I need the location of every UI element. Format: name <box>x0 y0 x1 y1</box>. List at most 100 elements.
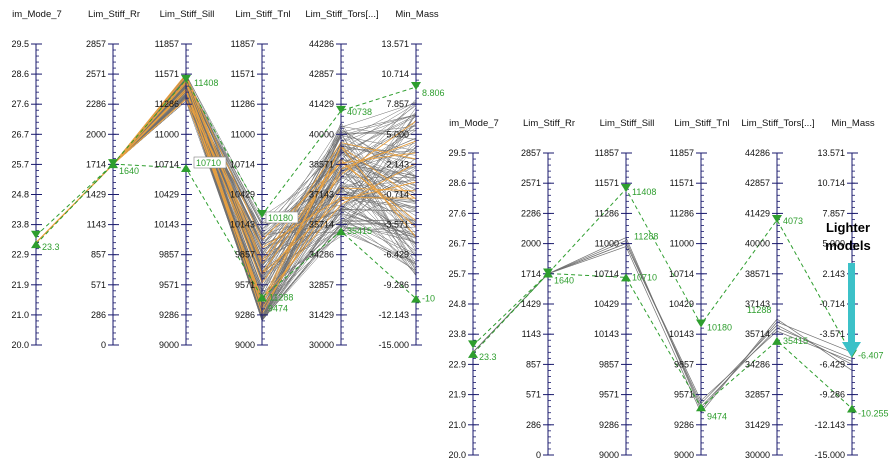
tick-label: 42857 <box>309 69 334 79</box>
value-label-box <box>193 156 227 169</box>
annotation-arrow-shaft <box>848 263 855 343</box>
tick-label: 34286 <box>309 250 334 260</box>
tick-label: 32857 <box>745 390 770 400</box>
tick-label: 11857 <box>595 148 619 158</box>
tick-label: 11000 <box>670 239 694 249</box>
tick-label: 571 <box>91 280 106 290</box>
filter-boundary-line <box>472 188 853 355</box>
tick-label: 9857 <box>674 359 694 369</box>
axis-header: Lim_Stiff_Tnl <box>674 118 729 129</box>
tick-label: 40000 <box>309 129 334 139</box>
tick-label: 25.7 <box>11 159 29 169</box>
chart-left: im_Mode_7 29.5 28.6 27.6 26.7 25.7 24.8 23.8 22.… <box>11 9 444 350</box>
tick-label: 2571 <box>86 69 106 79</box>
filter-min-marker <box>257 293 267 302</box>
value-label: 4073 <box>783 216 803 226</box>
tick-label: 2571 <box>521 178 541 188</box>
tick-label: 10714 <box>154 159 179 169</box>
axis-header: Lim_Stiff_Rr <box>523 118 575 129</box>
tick-label: 9286 <box>674 420 694 430</box>
value-label: 10710 <box>196 158 221 168</box>
tick-label: 7.857 <box>822 208 845 218</box>
tick-label: 38571 <box>309 159 334 169</box>
tick-label: 37143 <box>309 190 334 200</box>
axis-header: Min_Mass <box>395 9 439 20</box>
tick-label: 11857 <box>155 39 179 49</box>
filter-max-marker <box>181 74 191 83</box>
tick-label: 41429 <box>309 99 334 109</box>
tick-label: 5.000 <box>822 239 845 249</box>
tick-label: 857 <box>91 250 106 260</box>
tick-label: 26.7 <box>11 129 29 139</box>
tick-label: -3.571 <box>819 329 845 339</box>
tick-label: 2286 <box>86 99 106 109</box>
tick-label: 11286 <box>155 99 179 109</box>
axis-header: Lim_Stiff_Sill <box>160 9 215 20</box>
tick-label: 11857 <box>670 148 694 158</box>
tick-label: 1143 <box>87 220 106 230</box>
tick-label: -6.429 <box>383 250 409 260</box>
filter-boundary-line <box>35 78 417 237</box>
tick-label: 11571 <box>155 69 179 79</box>
filter-min-marker <box>411 294 421 303</box>
tick-label: 1714 <box>521 269 541 279</box>
tick-label: 9571 <box>599 390 619 400</box>
tick-label: -15.000 <box>814 450 845 460</box>
tick-label: 13.571 <box>817 148 845 158</box>
value-label: -10 <box>422 294 435 304</box>
tick-label: 1714 <box>86 159 106 169</box>
tick-label: 857 <box>526 359 541 369</box>
tick-label: 30000 <box>745 450 770 460</box>
chart-right: im_Mode_7 29.5 28.6 27.6 26.7 25.7 24.8 23.8 22.… <box>448 118 888 460</box>
value-label: 9474 <box>707 411 727 421</box>
filter-min-marker <box>336 227 346 236</box>
tick-label: 30000 <box>309 340 334 350</box>
value-label: 8.806 <box>422 88 445 98</box>
tick-label: 10143 <box>230 220 255 230</box>
annotation-line-1: Lighter <box>826 220 870 235</box>
tick-label: 44286 <box>309 39 334 49</box>
filter-max-marker <box>621 183 631 192</box>
tick-label: 571 <box>526 390 541 400</box>
tick-label: 11000 <box>231 129 255 139</box>
tick-label: 11571 <box>231 69 255 79</box>
tick-label: 0 <box>536 450 541 460</box>
tick-label: 35714 <box>745 329 770 339</box>
tick-label: 10714 <box>669 269 694 279</box>
filter-max-marker <box>696 319 706 328</box>
tick-label: 21.0 <box>448 420 466 430</box>
tick-label: 10429 <box>230 190 255 200</box>
tick-label: 37143 <box>745 299 770 309</box>
filter-max-marker <box>336 105 346 114</box>
tick-label: 32857 <box>309 280 334 290</box>
axis-header: Lim_Stiff_Tors[...] <box>741 118 814 129</box>
axis-header: im_Mode_7 <box>449 118 499 129</box>
tick-label: 286 <box>526 420 541 430</box>
tick-label: 5.000 <box>386 129 409 139</box>
tick-label: 286 <box>91 310 106 320</box>
tick-label: 10.714 <box>381 69 409 79</box>
value-label: 23.3 <box>479 352 497 362</box>
tick-label: 10714 <box>594 269 619 279</box>
tick-label: 1429 <box>86 190 106 200</box>
value-label: 9474 <box>268 303 288 313</box>
tick-label: 9000 <box>599 450 619 460</box>
filter-max-marker <box>257 209 267 218</box>
tick-label: 1143 <box>522 329 541 339</box>
tick-label: 11286 <box>231 99 255 109</box>
tick-label: 11000 <box>155 129 179 139</box>
tick-label: 29.5 <box>11 39 29 49</box>
tick-label: -9.286 <box>383 280 409 290</box>
filter-max-marker <box>772 215 782 224</box>
tick-label: 9857 <box>235 250 255 260</box>
tick-label: 11571 <box>670 178 694 188</box>
filter-min-marker <box>621 273 631 282</box>
filter-boundary-line <box>35 163 417 299</box>
filter-min-marker <box>181 164 191 173</box>
tick-label: 10143 <box>154 220 179 230</box>
value-label: 10180 <box>707 323 732 333</box>
tick-label: 10429 <box>669 299 694 309</box>
tick-label: 2286 <box>521 208 541 218</box>
tick-label: 9571 <box>235 280 255 290</box>
value-label: 35415 <box>347 226 372 236</box>
